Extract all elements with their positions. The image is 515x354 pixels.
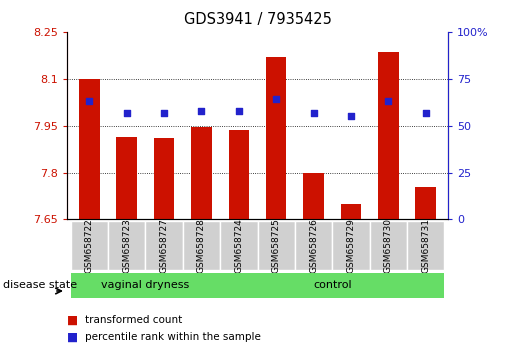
FancyBboxPatch shape	[220, 273, 444, 298]
FancyBboxPatch shape	[332, 221, 370, 270]
Bar	[266, 57, 286, 219]
Bar	[229, 130, 249, 219]
FancyBboxPatch shape	[220, 221, 258, 270]
Point	[160, 110, 168, 115]
FancyBboxPatch shape	[407, 221, 444, 270]
FancyBboxPatch shape	[295, 221, 332, 270]
Bar	[191, 127, 212, 219]
Text: vaginal dryness: vaginal dryness	[101, 280, 190, 290]
FancyBboxPatch shape	[145, 221, 183, 270]
Point	[310, 110, 318, 115]
Point	[347, 113, 355, 119]
Bar	[416, 187, 436, 219]
FancyBboxPatch shape	[370, 221, 407, 270]
Text: GSM658728: GSM658728	[197, 218, 206, 273]
Point	[123, 110, 131, 115]
Bar	[340, 204, 361, 219]
Text: GSM658723: GSM658723	[122, 218, 131, 273]
Bar	[303, 173, 324, 219]
Text: GSM658730: GSM658730	[384, 218, 393, 273]
Text: GSM658722: GSM658722	[85, 218, 94, 273]
Text: ■: ■	[67, 314, 78, 327]
Point	[235, 108, 243, 114]
Text: GSM658724: GSM658724	[234, 218, 243, 273]
Text: disease state: disease state	[3, 280, 77, 290]
FancyBboxPatch shape	[183, 221, 220, 270]
Text: ■: ■	[67, 331, 78, 343]
Point	[85, 98, 94, 104]
Text: GSM658727: GSM658727	[160, 218, 168, 273]
Text: control: control	[313, 280, 352, 290]
Text: transformed count: transformed count	[85, 315, 182, 325]
Point	[384, 98, 392, 104]
Text: GDS3941 / 7935425: GDS3941 / 7935425	[183, 12, 332, 27]
FancyBboxPatch shape	[258, 221, 295, 270]
Text: GSM658731: GSM658731	[421, 218, 430, 273]
Text: percentile rank within the sample: percentile rank within the sample	[85, 332, 261, 342]
Point	[272, 97, 280, 102]
Text: GSM658726: GSM658726	[309, 218, 318, 273]
Point	[197, 108, 205, 114]
FancyBboxPatch shape	[108, 221, 145, 270]
FancyBboxPatch shape	[71, 221, 108, 270]
Bar	[116, 137, 137, 219]
Text: GSM658729: GSM658729	[347, 218, 355, 273]
Bar	[378, 52, 399, 219]
FancyBboxPatch shape	[71, 273, 220, 298]
Point	[421, 110, 430, 115]
Text: GSM658725: GSM658725	[272, 218, 281, 273]
Bar	[154, 138, 175, 219]
Bar	[79, 79, 99, 219]
